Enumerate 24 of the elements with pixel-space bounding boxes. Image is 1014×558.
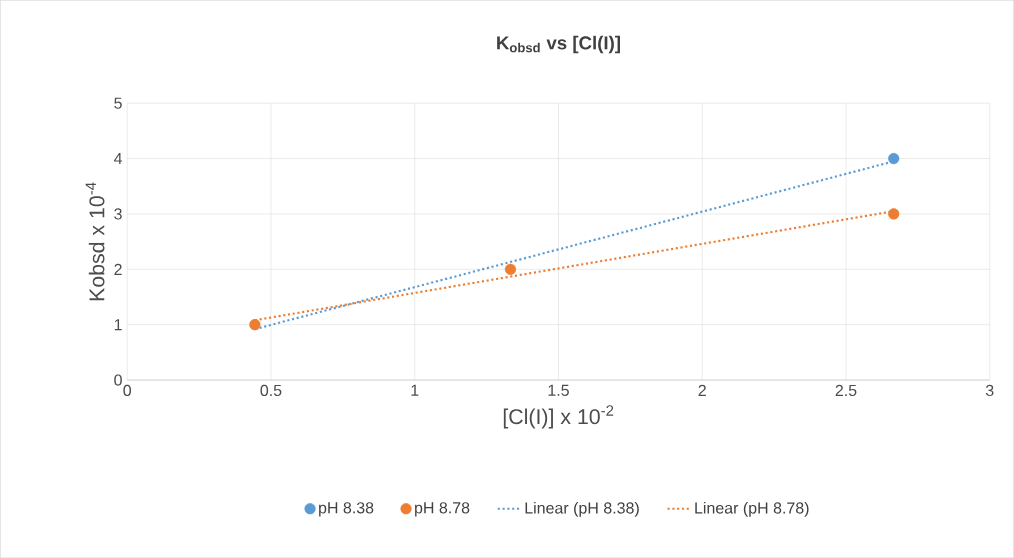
x-tick-label: 1 bbox=[411, 384, 419, 396]
x-tick-label: 0.5 bbox=[260, 384, 282, 396]
y-axis-title: Kobsd x 10$^{-4}$ bbox=[85, 182, 105, 301]
y-tick-label: 4 bbox=[113, 152, 123, 164]
legend-label: pH 8.78 bbox=[415, 502, 470, 517]
chart-title: K$_{obsd}$ vs [Cl(I)] bbox=[497, 35, 620, 54]
x-tick-label: 3 bbox=[985, 384, 994, 396]
x-tick-label: 2.5 bbox=[835, 384, 857, 396]
legend-label: Linear (pH 8.38) bbox=[525, 501, 639, 517]
point bbox=[888, 208, 900, 220]
x-axis-title: [Cl(I)] x 10$^{-2}$ bbox=[503, 405, 614, 429]
y-tick-label: 0 bbox=[114, 374, 122, 386]
y-tick-label: 2 bbox=[114, 263, 122, 275]
x-tick-label: 2 bbox=[698, 384, 706, 396]
y-tick-label: 1 bbox=[114, 319, 122, 331]
legend-label: Linear (pH 8.78) bbox=[695, 501, 809, 517]
point bbox=[504, 263, 517, 275]
legend-label: pH 8.38 bbox=[319, 502, 374, 517]
x-tick-label: 1.5 bbox=[548, 384, 569, 396]
x-tick-label: 0 bbox=[123, 384, 132, 396]
y-tick-label: 5 bbox=[114, 97, 122, 109]
y-tick-label: 3 bbox=[114, 208, 122, 220]
point bbox=[888, 152, 900, 165]
point bbox=[249, 318, 261, 331]
